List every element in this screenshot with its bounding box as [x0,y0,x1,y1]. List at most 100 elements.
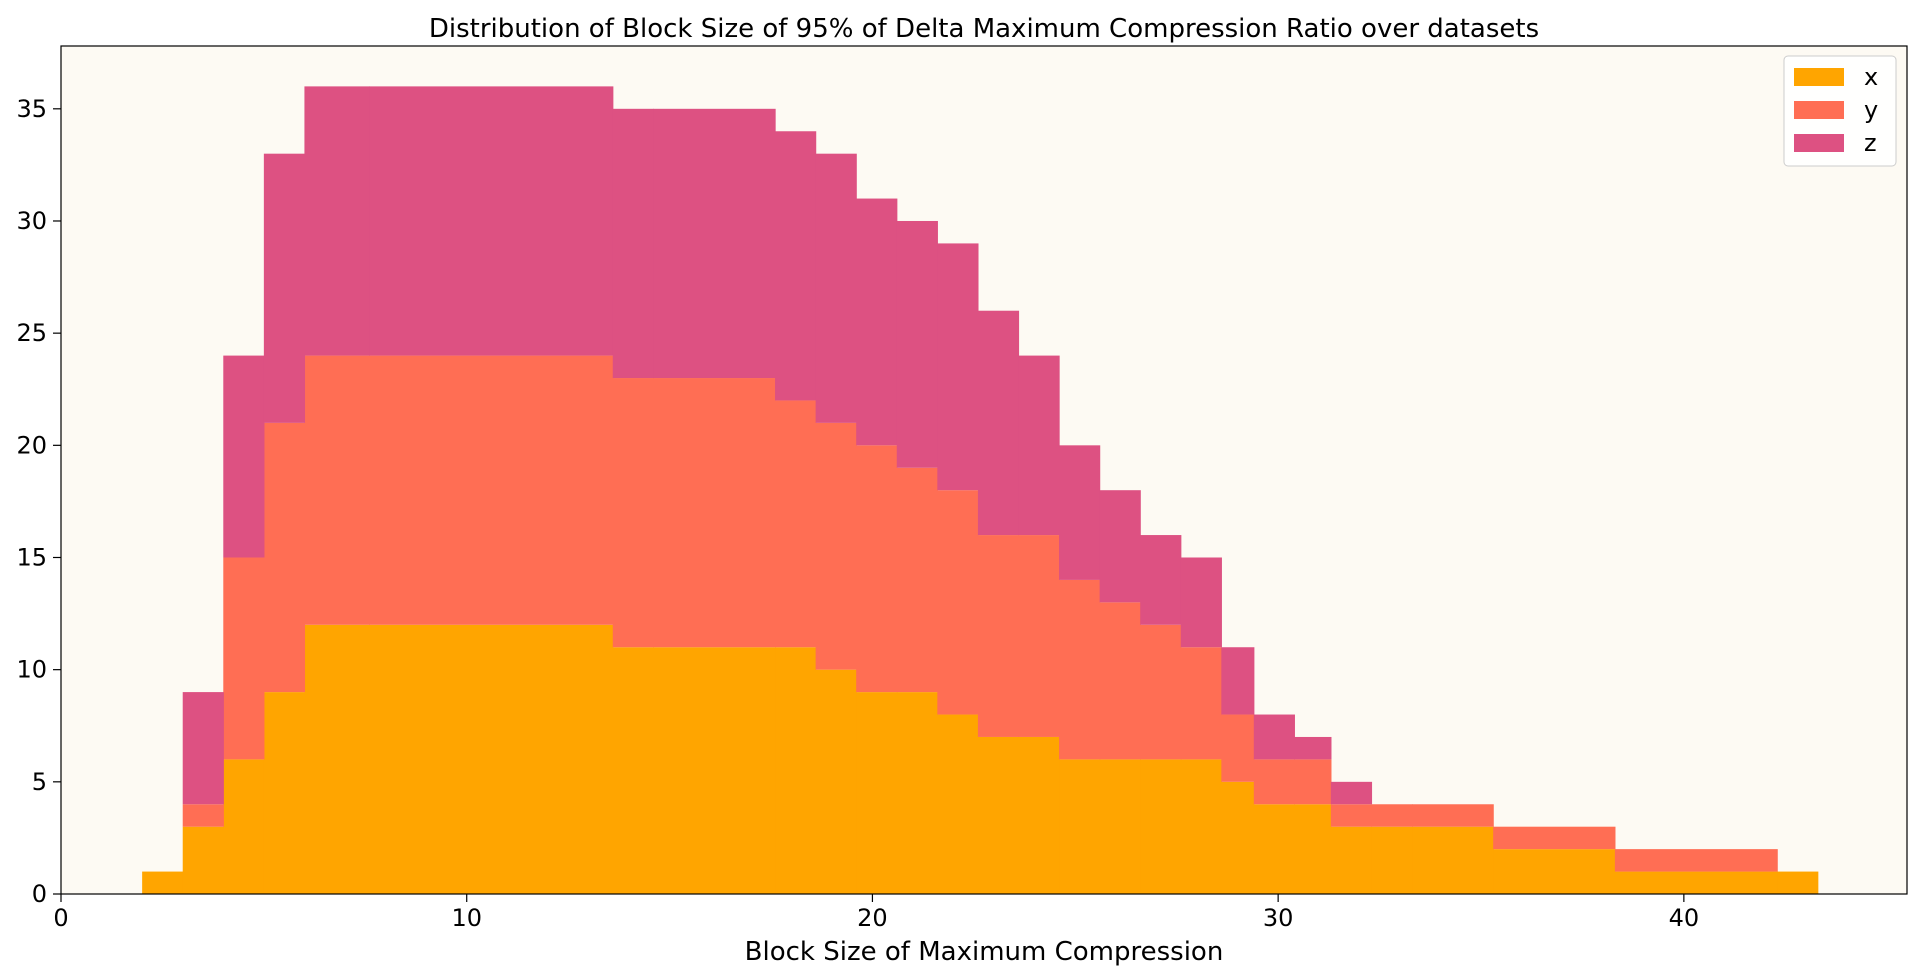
y-tick-label: 20 [16,431,47,459]
bar-z-15 [1059,445,1101,580]
bar-y-9 [815,422,857,670]
bar-z-5 [369,86,614,356]
bar-z-18 [1180,557,1222,648]
bar-x-4 [304,624,370,894]
bar-x-3 [263,692,306,894]
bar-x-17 [1140,759,1182,894]
bar-x-7 [653,647,776,894]
bar-y-12 [937,490,979,715]
bar-y-19 [1221,714,1255,782]
x-axis-label: Block Size of Maximum Compression [745,937,1224,967]
bar-x-19 [1221,781,1255,894]
legend-label-z: z [1864,129,1877,157]
bar-y-6 [612,378,654,648]
bar-x-5 [369,624,614,894]
legend-label-y: y [1864,96,1878,124]
bar-z-17 [1140,535,1182,625]
bar-z-13 [977,310,1020,536]
bar-y-13 [977,535,1020,737]
bar-x-2 [223,759,265,894]
bar-z-21 [1294,736,1332,760]
bar-x-21 [1294,804,1332,894]
y-tick-label: 5 [32,768,47,796]
bar-z-10 [856,198,898,446]
bar-x-16 [1099,759,1141,894]
bar-y-15 [1059,579,1101,760]
legend: xyz [1783,55,1897,167]
bar-y-18 [1180,647,1222,760]
bar-z-20 [1253,714,1295,760]
bar-z-7 [653,108,776,379]
bar-y-3 [263,422,306,693]
bar-x-20 [1253,804,1295,894]
y-tick-label: 10 [16,656,47,684]
bar-z-11 [896,220,938,468]
bar-x-13 [977,736,1020,894]
bar-y-24 [1412,804,1494,827]
bar-y-11 [896,467,938,693]
bar-z-16 [1099,490,1141,603]
bar-z-9 [815,153,857,423]
bar-z-3 [263,153,306,423]
bar-y-1 [182,804,224,827]
bar-x-12 [937,714,979,894]
bar-x-22 [1330,826,1373,894]
legend-swatch-y [1794,101,1844,119]
axes-frame [60,45,1908,895]
bar-x-0 [142,871,184,894]
bar-y-20 [1253,759,1295,805]
bar-x-26 [1614,871,1778,894]
bar-x-11 [896,692,938,894]
chart-title: Distribution of Block Size of 95% of Del… [429,14,1539,44]
x-tick-label: 30 [1263,904,1294,932]
y-tick-label: 0 [32,880,47,908]
bar-y-5 [369,355,614,625]
y-tick-label: 25 [16,319,47,347]
x-tick-label: 40 [1669,904,1700,932]
bar-z-19 [1221,647,1255,715]
bar-y-7 [653,378,776,648]
bar-z-6 [612,108,654,379]
bar-x-27 [1777,871,1819,894]
bar-x-9 [815,669,857,894]
bar-x-14 [1018,736,1060,894]
bar-y-23 [1371,804,1413,827]
legend-swatch-z [1794,134,1844,152]
bar-x-6 [612,647,654,894]
bar-x-10 [856,692,898,894]
bar-x-8 [775,647,817,894]
x-tick-label: 20 [857,904,888,932]
bar-y-26 [1614,849,1778,872]
bar-y-2 [223,557,265,760]
bars-layer [142,86,1819,894]
bar-z-8 [775,131,817,401]
legend-swatch-x [1794,68,1844,86]
bar-x-15 [1059,759,1101,894]
bar-z-22 [1330,781,1373,805]
bar-x-1 [182,826,224,894]
bar-x-23 [1371,826,1413,894]
bar-y-8 [775,400,817,648]
legend-label-x: x [1864,63,1878,91]
x-tick-label: 0 [53,904,68,932]
bar-z-1 [182,692,224,805]
bar-y-14 [1018,535,1060,737]
bar-z-12 [937,243,979,491]
axes: 0 10 20 30 40 0 5 10 15 20 25 30 35 [16,45,1908,932]
bar-x-24 [1412,826,1494,894]
x-tick-label: 10 [451,904,482,932]
bar-x-18 [1180,759,1222,894]
bar-y-25 [1493,826,1616,850]
y-tick-label: 30 [16,207,47,235]
y-tick-label: 35 [16,95,47,123]
bar-z-2 [223,355,265,558]
bar-z-14 [1018,355,1060,536]
bar-y-16 [1099,602,1141,760]
bar-z-4 [304,86,370,356]
y-tick-label: 15 [16,543,47,571]
bar-y-10 [856,445,898,693]
bar-y-21 [1294,759,1332,805]
bar-y-22 [1330,804,1373,827]
bar-x-25 [1493,849,1616,894]
